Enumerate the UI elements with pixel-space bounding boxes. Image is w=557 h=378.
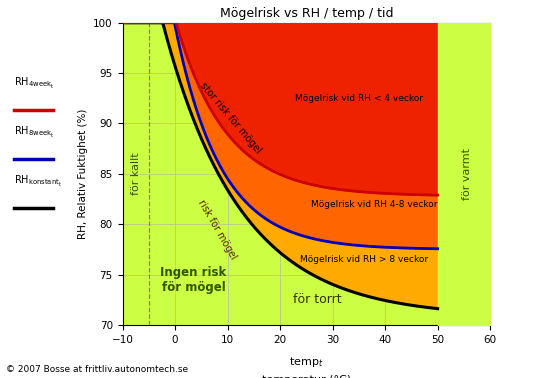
- Text: Ingen risk
för mögel: Ingen risk för mögel: [160, 266, 227, 294]
- Text: $\mathsf{RH_{konstant_t}}$: $\mathsf{RH_{konstant_t}}$: [14, 174, 62, 189]
- Text: för varmt: för varmt: [462, 148, 472, 200]
- Text: Mögelrisk vid RH < 4 veckor: Mögelrisk vid RH < 4 veckor: [295, 94, 423, 103]
- Text: Mögelrisk vid RH 4-8 veckor: Mögelrisk vid RH 4-8 veckor: [311, 200, 438, 209]
- Text: Mögelrisk vid RH > 8 veckor: Mögelrisk vid RH > 8 veckor: [300, 255, 428, 264]
- Text: för kallt: för kallt: [131, 153, 141, 195]
- Text: risk för mögel: risk för mögel: [196, 198, 238, 261]
- Text: © 2007 Bosse at frittliv.autonomtech.se: © 2007 Bosse at frittliv.autonomtech.se: [6, 365, 188, 374]
- Y-axis label: RH, Relativ Fuktighet (%): RH, Relativ Fuktighet (%): [77, 109, 87, 239]
- Text: för torrt: för torrt: [292, 293, 341, 307]
- Text: stor risk för mögel: stor risk för mögel: [198, 81, 263, 156]
- Text: temperatur (°C): temperatur (°C): [262, 375, 351, 378]
- Title: Mögelrisk vs RH / temp / tid: Mögelrisk vs RH / temp / tid: [219, 7, 393, 20]
- Text: $\mathsf{RH_{8week_t}}$: $\mathsf{RH_{8week_t}}$: [14, 125, 55, 140]
- Text: temp$_t$: temp$_t$: [289, 355, 324, 369]
- Text: $\mathsf{RH_{4week_t}}$: $\mathsf{RH_{4week_t}}$: [14, 76, 55, 91]
